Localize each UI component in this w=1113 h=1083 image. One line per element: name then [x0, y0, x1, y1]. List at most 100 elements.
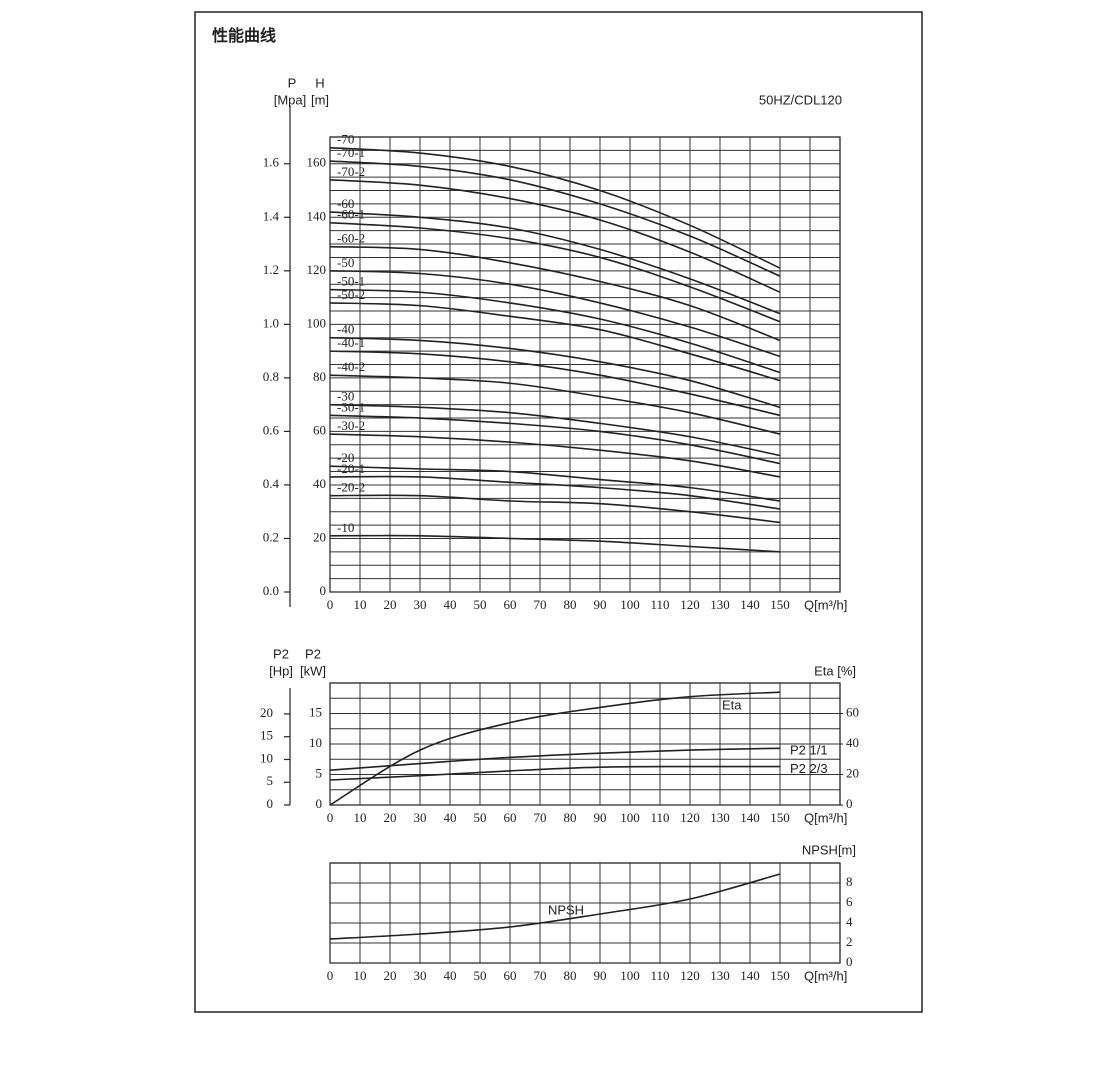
y3-tick-label: 5 [267, 773, 274, 788]
curve-label: P2 1/1 [790, 743, 828, 758]
curve-label: -60-1 [337, 207, 365, 222]
y-tick-label: 15 [309, 704, 322, 719]
curve [329, 475, 781, 510]
x-tick-label: 0 [327, 968, 334, 983]
x-tick-label: 150 [770, 597, 790, 612]
x-tick-label: 60 [504, 810, 517, 825]
x-tick-label: 150 [770, 810, 790, 825]
x-tick-label: 90 [594, 968, 607, 983]
x-tick-label: 10 [354, 597, 367, 612]
x-tick-label: 140 [740, 968, 760, 983]
curve-label: -20-1 [337, 461, 365, 476]
curve [329, 245, 781, 342]
axis-label: P [288, 75, 297, 90]
curve-label: -20-2 [337, 480, 365, 495]
axis-label: P2 [305, 646, 321, 661]
axis-label: [kW] [300, 663, 326, 678]
curve-label: -20 [337, 450, 354, 465]
x-tick-label: 40 [444, 968, 457, 983]
x-tick-label: 150 [770, 968, 790, 983]
curve [329, 414, 781, 465]
y-tick-label: 100 [307, 315, 327, 330]
curve-label: -10 [337, 520, 354, 535]
y2-tick-label: 1.6 [263, 155, 280, 170]
x-tick-label: 70 [534, 810, 547, 825]
curve [329, 747, 781, 772]
axis-label: H [315, 75, 324, 90]
x-tick-label: 50 [474, 968, 487, 983]
x-tick-label: 130 [710, 968, 730, 983]
x-tick-label: 20 [384, 597, 397, 612]
y-tick-label: 5 [316, 765, 323, 780]
x-axis-label: Q[m³/h] [804, 968, 847, 983]
curve-label: -70-2 [337, 164, 365, 179]
x-tick-label: 100 [620, 968, 640, 983]
curve [329, 873, 781, 940]
axis-label: Eta [%] [814, 663, 856, 678]
x-tick-label: 30 [414, 810, 427, 825]
x-tick-label: 100 [620, 597, 640, 612]
curve [329, 465, 781, 502]
curve-label: -50-1 [337, 274, 365, 289]
x-axis-label: Q[m³/h] [804, 597, 847, 612]
x-tick-label: 40 [444, 810, 457, 825]
x-tick-label: 10 [354, 968, 367, 983]
curve [329, 534, 781, 553]
curve [329, 765, 781, 781]
y-tick-label: 8 [846, 874, 853, 889]
curve-label: -50 [337, 255, 354, 270]
y2-tick-label: 40 [846, 735, 859, 750]
axis-label: NPSH[m] [802, 842, 856, 857]
y-tick-label: 0 [320, 583, 327, 598]
curve [329, 374, 781, 435]
x-tick-label: 20 [384, 968, 397, 983]
curve-label: -40-2 [337, 359, 365, 374]
page-title: 性能曲线 [212, 26, 276, 45]
y2-tick-label: 0 [846, 796, 853, 811]
y-tick-label: 2 [846, 934, 853, 949]
curve [329, 270, 781, 358]
y-tick-label: 140 [307, 208, 327, 223]
curve [329, 403, 781, 457]
x-tick-label: 40 [444, 597, 457, 612]
curve [329, 336, 781, 409]
x-tick-label: 30 [414, 968, 427, 983]
x-tick-label: 110 [650, 810, 669, 825]
curve [329, 433, 781, 478]
curve [329, 211, 781, 315]
x-tick-label: 130 [710, 597, 730, 612]
y2-tick-label: 0.2 [263, 529, 279, 544]
y3-tick-label: 15 [260, 728, 273, 743]
y2-tick-label: 20 [846, 765, 859, 780]
frame [194, 11, 923, 1013]
x-tick-label: 120 [680, 810, 700, 825]
axis-label: P2 [273, 646, 289, 661]
axis-label: [m] [311, 92, 329, 107]
curve-label: -30-2 [337, 418, 365, 433]
y3-tick-label: 10 [260, 750, 273, 765]
curve [329, 691, 781, 806]
y2-tick-label: 0.6 [263, 422, 280, 437]
y3-tick-label: 20 [260, 705, 273, 720]
y2-tick-label: 1.2 [263, 262, 279, 277]
y-tick-label: 120 [307, 262, 327, 277]
x-tick-label: 140 [740, 810, 760, 825]
x-tick-label: 80 [564, 597, 577, 612]
y2-tick-label: 1.4 [263, 208, 280, 223]
curve-label: -60-2 [337, 231, 365, 246]
x-tick-label: 50 [474, 597, 487, 612]
y-tick-label: 60 [313, 422, 326, 437]
curve-label: Eta [722, 698, 742, 713]
curve-label: -40-1 [337, 335, 365, 350]
curve-label: -30-1 [337, 399, 365, 414]
annotation: 50HZ/CDL120 [759, 92, 842, 107]
x-tick-label: 70 [534, 597, 547, 612]
x-tick-label: 120 [680, 597, 700, 612]
y-tick-label: 80 [313, 369, 326, 384]
x-tick-label: 70 [534, 968, 547, 983]
y2-tick-label: 1.0 [263, 315, 279, 330]
x-tick-label: 80 [564, 810, 577, 825]
y-tick-label: 0 [316, 796, 323, 811]
curve [329, 179, 781, 293]
